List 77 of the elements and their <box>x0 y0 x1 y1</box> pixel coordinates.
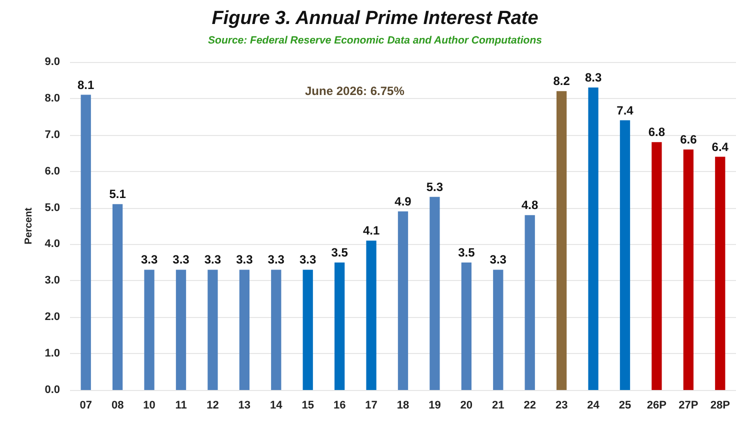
bar <box>652 142 662 390</box>
y-tick-label: 2.0 <box>44 311 60 324</box>
y-axis-title: Percent <box>23 206 34 244</box>
y-tick-label: 8.0 <box>44 92 60 104</box>
data-label: 5.1 <box>109 187 126 202</box>
bar <box>144 270 154 390</box>
data-label: 3.5 <box>458 245 476 260</box>
data-label: 7.4 <box>616 103 634 118</box>
x-tick-label: 23 <box>555 400 568 412</box>
data-label: 4.9 <box>394 194 412 208</box>
chart-subtitle: Source: Federal Reserve Economic Data and Author Computations <box>208 34 542 46</box>
x-tick-label: 27P <box>678 400 698 412</box>
x-tick-label: 21 <box>492 400 504 412</box>
data-label: 3.3 <box>172 252 190 267</box>
y-tick-label: 7.0 <box>44 128 60 141</box>
x-tick-label: 11 <box>175 400 187 412</box>
bar <box>588 88 598 390</box>
data-label: 6.6 <box>680 132 698 146</box>
bar <box>461 262 472 390</box>
y-tick-label: 1.0 <box>44 348 60 360</box>
y-tick-label: 6.0 <box>44 165 60 178</box>
x-tick-label: 08 <box>111 400 124 412</box>
y-tick-label: 4.0 <box>44 238 60 250</box>
bar <box>80 94 91 390</box>
bar <box>524 215 535 390</box>
x-tick-label: 17 <box>365 400 378 412</box>
data-label: 6.8 <box>648 125 666 140</box>
x-tick-label: 14 <box>270 400 284 412</box>
x-tick-label: 25 <box>618 400 632 412</box>
bar <box>302 270 313 390</box>
x-tick-label: 26P <box>646 400 667 412</box>
bar <box>493 270 504 390</box>
x-tick-label: 24 <box>587 400 600 412</box>
x-tick-label: 15 <box>302 400 314 412</box>
bar <box>271 270 282 390</box>
data-label: 3.3 <box>268 252 285 267</box>
x-tick-label: 19 <box>428 400 441 412</box>
bar <box>208 270 218 390</box>
data-label: 3.3 <box>140 252 158 267</box>
bar <box>334 262 345 390</box>
data-label: 3.5 <box>331 245 348 260</box>
bar <box>620 120 630 390</box>
data-label: 3.3 <box>300 252 317 267</box>
data-label: 4.8 <box>522 198 539 212</box>
bar <box>683 149 694 390</box>
data-label: 8.3 <box>584 70 602 85</box>
x-tick-label: 18 <box>396 400 410 412</box>
x-tick-label: 12 <box>206 400 219 412</box>
y-tick-label: 5.0 <box>44 202 60 214</box>
bar <box>112 204 123 390</box>
bar <box>398 211 408 390</box>
x-tick-label: 16 <box>333 400 346 412</box>
data-label: 8.1 <box>78 78 95 92</box>
x-tick-label: 22 <box>524 400 536 412</box>
data-label: 6.4 <box>712 140 729 154</box>
data-label: 3.3 <box>236 252 254 267</box>
bar <box>366 240 376 390</box>
x-tick-label: 13 <box>238 400 251 412</box>
data-label: 4.1 <box>362 224 380 238</box>
y-tick-label: 3.0 <box>44 274 60 287</box>
bar <box>556 91 567 390</box>
x-tick-label: 20 <box>460 400 473 412</box>
bar <box>430 196 440 390</box>
bar <box>715 156 726 390</box>
y-tick-label: 0.0 <box>44 384 60 396</box>
data-label: 3.3 <box>490 252 507 267</box>
bar <box>176 270 186 390</box>
x-tick-label: 07 <box>80 400 92 412</box>
bar <box>239 270 250 390</box>
data-label: 3.3 <box>204 252 222 267</box>
data-label: 5.3 <box>426 180 444 194</box>
data-label: 8.2 <box>553 74 570 88</box>
chart-title: Figure 3. Annual Prime Interest Rate <box>212 8 539 29</box>
annotation: June 2026: 6.75% <box>305 84 405 98</box>
y-tick-label: 9.0 <box>44 56 60 68</box>
x-tick-label: 10 <box>143 400 156 412</box>
x-tick-label: 28P <box>710 400 730 412</box>
